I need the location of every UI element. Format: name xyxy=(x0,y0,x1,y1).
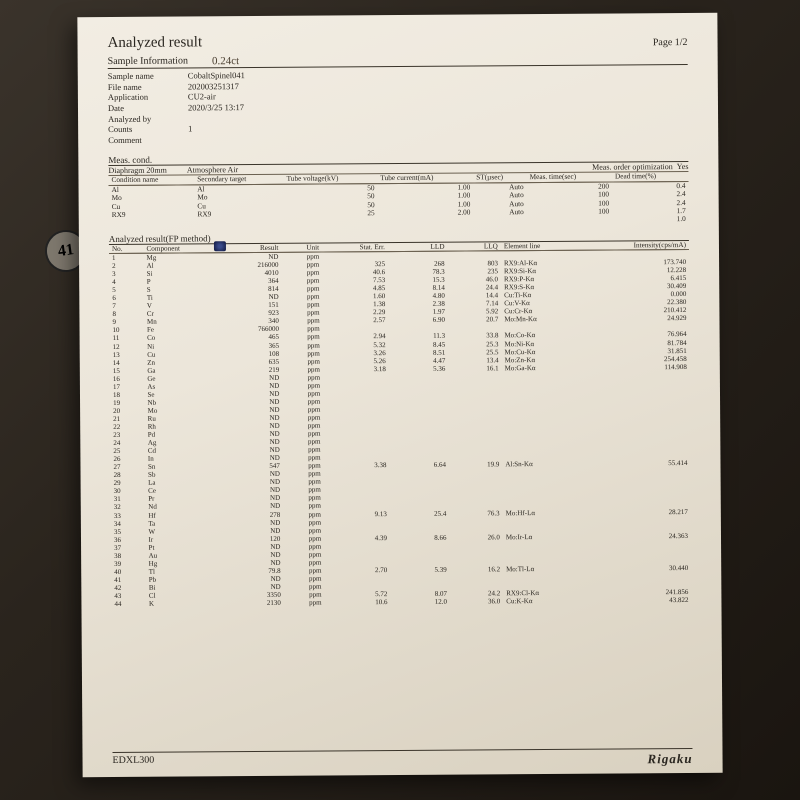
res-col-header: LLD xyxy=(388,242,448,251)
page-footer: EDXL300 Rigaku xyxy=(112,748,692,771)
res-col-header: LLQ xyxy=(447,242,500,251)
res-col-header: Intensity(cps/mA) xyxy=(595,241,689,250)
handwritten-weight: 0.24ct xyxy=(212,55,239,67)
sample-info-block: Sample nameCobaltSpinel041 File name2020… xyxy=(108,67,689,145)
gem-photo xyxy=(214,241,226,251)
conditions-table: Condition nameSecondary targetTube volta… xyxy=(108,172,688,227)
results-table: No.ComponentResultUnitStat. Err.LLDLLQEl… xyxy=(109,241,692,608)
brand-logo: Rigaku xyxy=(647,751,692,767)
instrument-model: EDXL300 xyxy=(113,755,155,771)
report-title: Analyzed result xyxy=(107,34,202,52)
res-col-header: Result xyxy=(219,244,282,253)
res-col-header: No. xyxy=(109,245,144,254)
page-number: Page 1/2 xyxy=(653,37,688,48)
sample-info-header: Sample Information 0.24ct xyxy=(108,52,688,69)
res-col-header: Stat. Err. xyxy=(322,243,388,252)
report-page: Analyzed result Page 1/2 Sample Informat… xyxy=(77,13,722,777)
res-col-header: Unit xyxy=(281,243,322,252)
